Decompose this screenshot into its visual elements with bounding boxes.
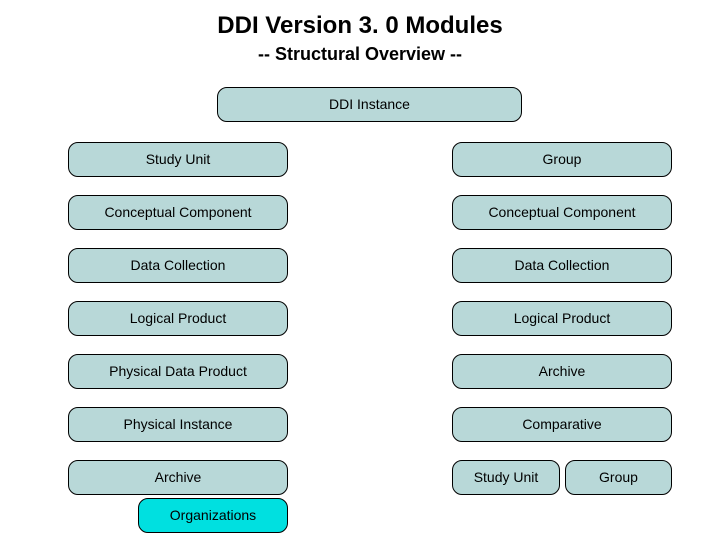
node-group-right: Group [452, 142, 672, 177]
node-archive-left: Archive [68, 460, 288, 495]
node-organizations: Organizations [138, 498, 288, 533]
node-comparative: Comparative [452, 407, 672, 442]
node-study-unit-left: Study Unit [68, 142, 288, 177]
node-physical-instance: Physical Instance [68, 407, 288, 442]
node-data-collection-right: Data Collection [452, 248, 672, 283]
node-data-collection-left: Data Collection [68, 248, 288, 283]
node-logical-product-right: Logical Product [452, 301, 672, 336]
node-conceptual-left: Conceptual Component [68, 195, 288, 230]
node-logical-product-left: Logical Product [68, 301, 288, 336]
node-physical-data-product: Physical Data Product [68, 354, 288, 389]
node-ddi-instance: DDI Instance [217, 87, 522, 122]
node-conceptual-right: Conceptual Component [452, 195, 672, 230]
node-group-small: Group [565, 460, 672, 495]
page-title: DDI Version 3. 0 Modules [0, 12, 720, 40]
node-study-unit-small: Study Unit [452, 460, 560, 495]
node-archive-right: Archive [452, 354, 672, 389]
page-subtitle: -- Structural Overview -- [0, 44, 720, 65]
